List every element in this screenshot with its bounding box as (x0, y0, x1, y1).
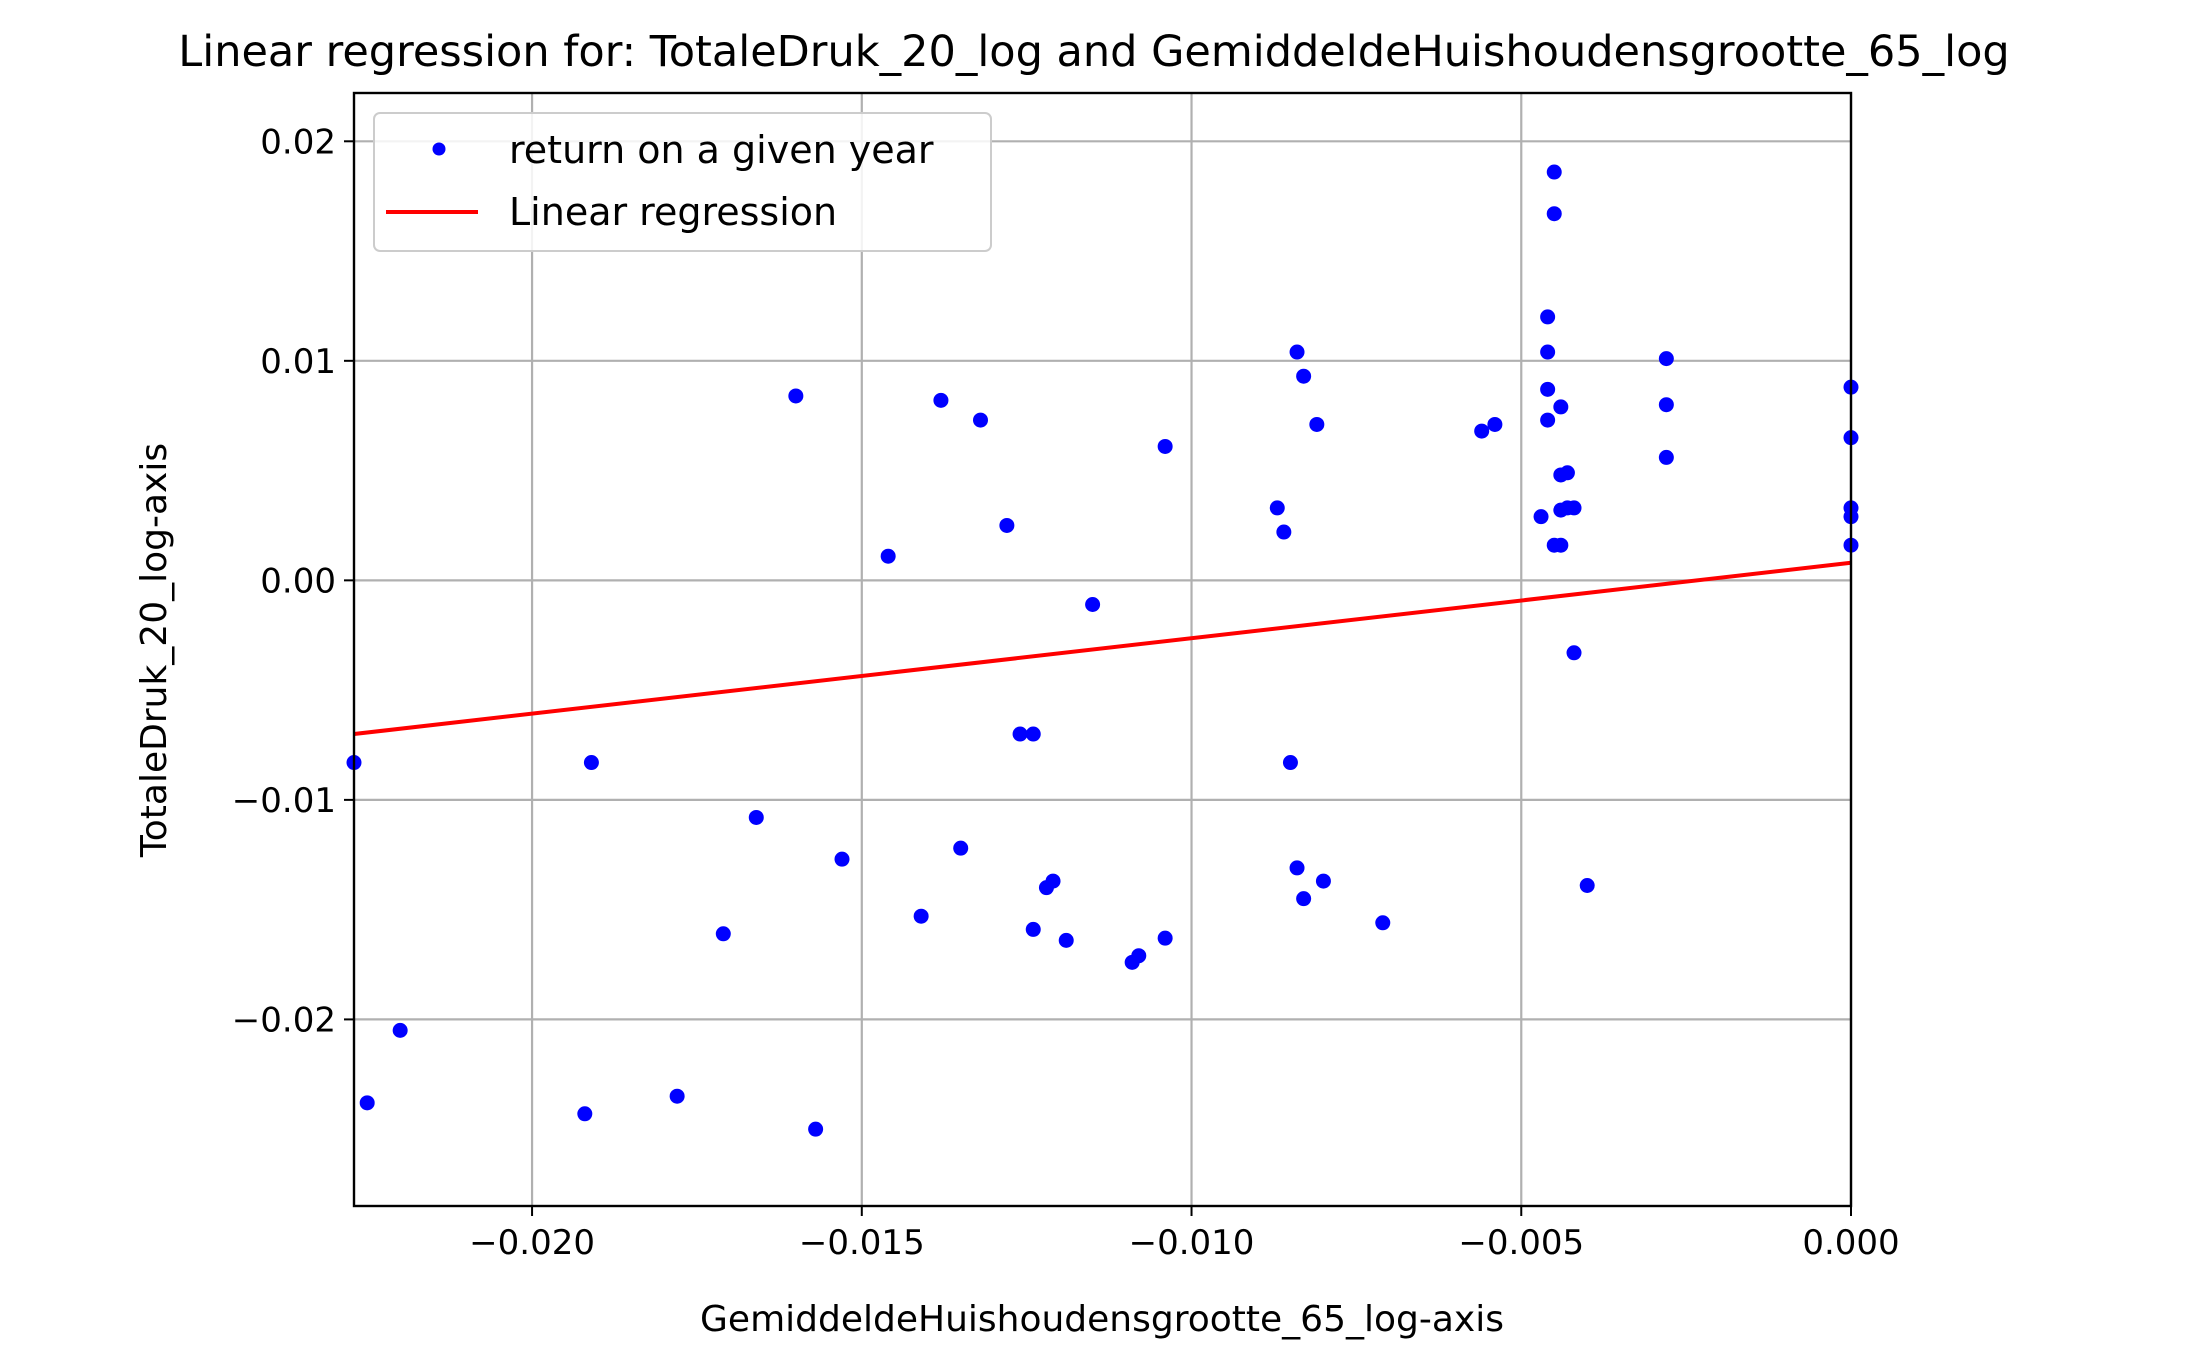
x-tick-label: −0.005 (1458, 1223, 1584, 1263)
scatter-point (999, 517, 1015, 533)
legend-label-scatter: return on a given year (509, 128, 934, 172)
legend: return on a given year Linear regression (373, 112, 992, 252)
y-tick-label: −0.02 (232, 1000, 336, 1040)
legend-marker-scatter (432, 142, 446, 156)
scatter-point (1289, 860, 1305, 876)
scatter-point (1658, 449, 1674, 465)
scatter-point (1566, 645, 1582, 661)
scatter-point (1375, 915, 1391, 931)
x-tick-label: 0.000 (1802, 1223, 1899, 1263)
y-axis-ticks: 0.02 0.01 0.00 −0.01 −0.02 (232, 122, 354, 1040)
x-axis-ticks: −0.020 −0.015 −0.010 −0.005 0.000 (469, 1206, 1900, 1263)
scatter-point (1315, 873, 1331, 889)
x-tick-label: −0.010 (1129, 1223, 1255, 1263)
scatter-point (1289, 344, 1305, 360)
plot-frame (352, 91, 1853, 1208)
scatter-point (1045, 873, 1061, 889)
y-tick-label: 0.00 (260, 561, 336, 601)
scatter-point (1533, 509, 1549, 525)
scatter-point (359, 1095, 375, 1111)
scatter-point (1025, 921, 1041, 937)
scatter-point (1658, 351, 1674, 367)
scatter-point (1553, 537, 1569, 553)
scatter-point (748, 809, 764, 825)
scatter-point (1566, 500, 1582, 516)
scatter-point (715, 926, 731, 942)
scatter-point (808, 1121, 824, 1137)
scatter-point (1540, 309, 1556, 325)
scatter-point (1540, 412, 1556, 428)
y-tick-label: −0.01 (232, 781, 336, 821)
scatter-point (1296, 891, 1312, 907)
regression-line-group (353, 560, 1852, 737)
scatter-point (1546, 164, 1562, 180)
scatter-point (1658, 397, 1674, 413)
scatter-point (1269, 500, 1285, 516)
scatter-point (1157, 438, 1173, 454)
scatter-point (1085, 596, 1101, 612)
plot-area: −0.020 −0.015 −0.010 −0.005 0.000 0.020.010.… (232, 91, 1900, 1263)
y-tick-label: 0.02 (260, 122, 336, 162)
x-axis-label: GemiddeldeHuishoudensgrootte_65_log-axis (700, 1299, 1504, 1340)
x-tick-label: −0.020 (469, 1223, 595, 1263)
scatter-point (669, 1088, 685, 1104)
scatter-points (346, 164, 1859, 1137)
scatter-point (1012, 726, 1028, 742)
scatter-point (1540, 381, 1556, 397)
scatter-point (1474, 423, 1490, 439)
scatter-point (1131, 948, 1147, 964)
scatter-point (1157, 930, 1173, 946)
legend-label-line: Linear regression (509, 190, 837, 234)
scatter-point (972, 412, 988, 428)
scatter-point (577, 1106, 593, 1122)
legend-box (373, 112, 992, 252)
scatter-point (1553, 399, 1569, 415)
scatter-point (933, 392, 949, 408)
scatter-point (880, 548, 896, 564)
y-tick-label: 0.01 (260, 342, 336, 382)
scatter-point (1282, 755, 1298, 771)
scatter-point (1058, 932, 1074, 948)
scatter-point (953, 840, 969, 856)
scatter-point (1540, 344, 1556, 360)
scatter-point (788, 388, 804, 404)
x-tick-label: −0.015 (799, 1223, 925, 1263)
scatter-point (1025, 726, 1041, 742)
chart-title: Linear regression for: TotaleDruk_20_log… (178, 27, 2009, 77)
scatter-point (1276, 524, 1292, 540)
scatter-point (834, 851, 850, 867)
scatter-point (1546, 206, 1562, 222)
scatter-point (392, 1022, 408, 1038)
scatter-point (913, 908, 929, 924)
scatter-point (583, 755, 599, 771)
y-axis-label: TotaleDruk_20_log-axis (134, 443, 175, 858)
scatter-point (1487, 416, 1503, 432)
scatter-point (1309, 416, 1325, 432)
scatter-point (1296, 368, 1312, 384)
regression-line (353, 560, 1852, 737)
scatter-point (1579, 877, 1595, 893)
scatter-point (1559, 465, 1575, 481)
